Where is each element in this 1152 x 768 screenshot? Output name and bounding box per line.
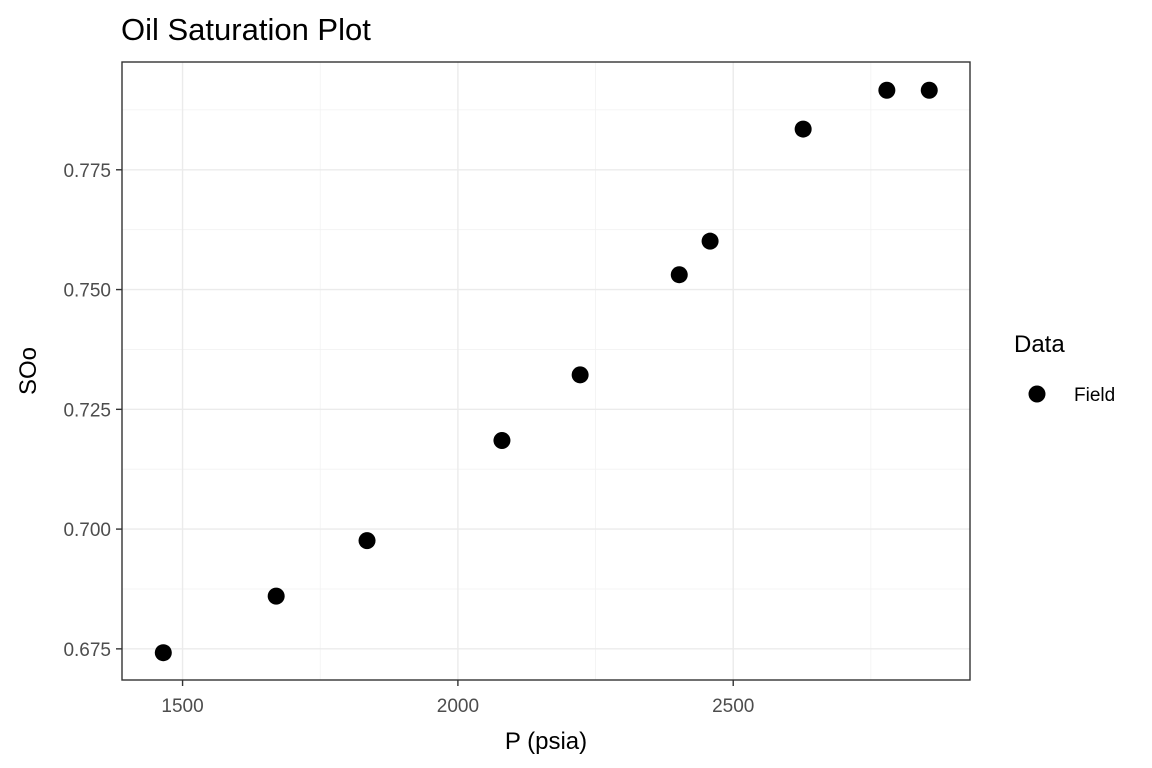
x-tick-label: 1500 — [161, 696, 203, 717]
x-axis-title: P (psia) — [505, 728, 587, 755]
y-tick-label: 0.750 — [63, 281, 111, 302]
x-tick-label: 2500 — [712, 696, 754, 717]
data-point — [493, 431, 511, 449]
legend: Data Field — [1014, 331, 1115, 406]
data-point — [701, 232, 719, 250]
data-point — [358, 532, 376, 550]
data-point — [571, 366, 589, 384]
legend-key-field — [1028, 385, 1046, 403]
data-point — [154, 644, 172, 662]
legend-title: Data — [1014, 331, 1065, 358]
y-tick-label: 0.725 — [63, 400, 111, 421]
data-point — [878, 81, 896, 99]
data-point — [670, 266, 688, 284]
y-tick-label: 0.700 — [63, 520, 111, 541]
axis-tick-labels: 1500 2000 2500 0.675 0.700 0.725 0.750 0.775 — [63, 161, 754, 717]
axis-ticks — [116, 169, 734, 686]
legend-label-field: Field — [1074, 385, 1115, 406]
y-axis-title: SOo — [15, 347, 42, 395]
y-tick-label: 0.775 — [63, 161, 111, 182]
data-point — [920, 81, 938, 99]
data-point — [794, 120, 812, 138]
grid-lines — [122, 62, 970, 680]
y-tick-label: 0.675 — [63, 640, 111, 661]
chart-title: Oil Saturation Plot — [121, 12, 371, 47]
plot-panel-border — [121, 61, 971, 681]
data-points — [154, 81, 938, 662]
x-tick-label: 2000 — [437, 696, 479, 717]
data-point — [267, 587, 285, 605]
